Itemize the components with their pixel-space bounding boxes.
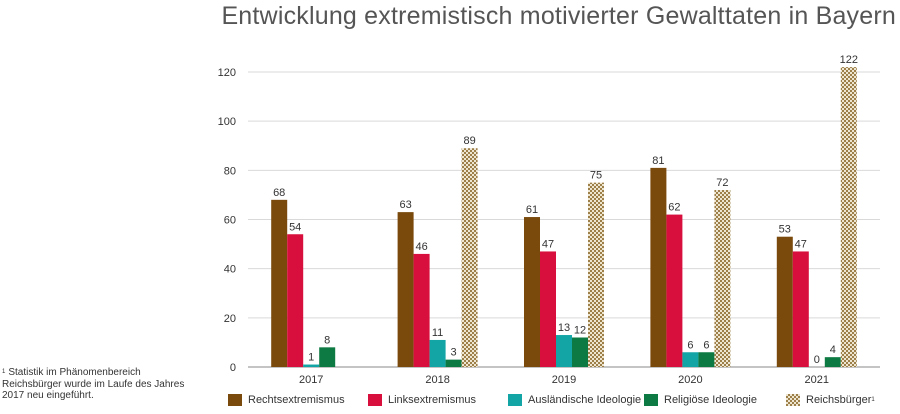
data-label: 81 bbox=[652, 155, 664, 167]
y-tick-label: 40 bbox=[224, 264, 236, 276]
bars bbox=[271, 67, 857, 367]
legend-label: Linksextremismus bbox=[388, 394, 477, 406]
data-label: 1 bbox=[308, 352, 314, 364]
x-tick-label: 2021 bbox=[805, 374, 829, 386]
bar bbox=[271, 199, 288, 367]
y-tick-label: 80 bbox=[224, 165, 236, 177]
legend-label: Ausländische Ideologie bbox=[528, 394, 642, 406]
bar bbox=[319, 347, 336, 367]
bar bbox=[714, 190, 731, 367]
legend-label: Religiöse Ideologie bbox=[664, 394, 757, 406]
data-label: 53 bbox=[779, 224, 791, 236]
bar bbox=[413, 253, 430, 367]
bar bbox=[303, 364, 320, 367]
data-label: 47 bbox=[795, 238, 807, 250]
data-label: 122 bbox=[840, 54, 858, 66]
data-label: 75 bbox=[590, 170, 602, 182]
legend-swatch bbox=[786, 394, 800, 406]
bar bbox=[698, 352, 715, 367]
legend-label: Rechtsextremismus bbox=[248, 394, 345, 406]
data-label: 61 bbox=[526, 204, 538, 216]
bar bbox=[429, 339, 446, 367]
y-tick-label: 60 bbox=[224, 215, 236, 227]
y-tick-label: 100 bbox=[218, 116, 236, 128]
y-tick-label: 120 bbox=[218, 67, 236, 79]
bar bbox=[588, 182, 604, 367]
x-axis-ticks: 2017 2018 2019 2020 2021 bbox=[299, 374, 829, 386]
data-label: 0 bbox=[814, 354, 820, 366]
legend-item: Reichsbürger 1 bbox=[786, 394, 875, 406]
bar bbox=[397, 212, 414, 367]
data-label: 47 bbox=[542, 238, 554, 250]
bar bbox=[572, 337, 588, 367]
data-label: 6 bbox=[687, 339, 693, 351]
bar bbox=[776, 236, 793, 367]
data-label: 13 bbox=[558, 322, 570, 334]
data-label: 63 bbox=[399, 199, 411, 211]
y-tick-label: 20 bbox=[224, 313, 236, 325]
bar bbox=[287, 234, 304, 367]
bar bbox=[540, 251, 556, 367]
legend-swatch bbox=[508, 394, 522, 406]
legend-swatch bbox=[228, 394, 242, 406]
chart-title: Entwicklung extremistisch motivierter Ge… bbox=[221, 2, 896, 30]
legend-swatch bbox=[368, 394, 382, 406]
legend-item: Ausländische Ideologie bbox=[508, 394, 641, 406]
legend-item: Rechtsextremismus bbox=[228, 394, 345, 406]
bar bbox=[682, 352, 699, 367]
footnote-text: Statistik im Phänomenbereich Reichsbürge… bbox=[2, 367, 185, 401]
bar bbox=[650, 167, 667, 367]
data-label: 62 bbox=[668, 202, 680, 214]
legend-swatch bbox=[644, 394, 658, 406]
bar bbox=[461, 148, 478, 367]
y-tick-label: 0 bbox=[230, 362, 236, 374]
data-label: 89 bbox=[463, 135, 475, 147]
legend: Rechtsextremismus Linksextremismus Ausländ… bbox=[228, 394, 900, 410]
bar bbox=[445, 359, 462, 367]
legend-footnote-marker: 1 bbox=[871, 397, 875, 403]
x-tick-label: 2018 bbox=[425, 374, 449, 386]
x-tick-label: 2020 bbox=[678, 374, 702, 386]
data-label: 4 bbox=[830, 344, 836, 356]
data-label: 8 bbox=[324, 334, 330, 346]
data-label: 54 bbox=[289, 221, 301, 233]
bar bbox=[792, 251, 809, 367]
bar bbox=[556, 335, 572, 367]
bar bbox=[824, 357, 841, 367]
bar bbox=[840, 67, 857, 367]
y-axis-ticks: 0 20 40 60 80 100 120 bbox=[218, 67, 236, 374]
data-label: 68 bbox=[273, 187, 285, 199]
data-labels: 68 54 18 63 46 11 3 89 61 47 13 12 75 81 62 6 6 72 53 47 04 1… bbox=[273, 54, 858, 366]
bar bbox=[666, 214, 683, 367]
grid-lines bbox=[248, 71, 880, 368]
legend-item: Religiöse Ideologie bbox=[644, 394, 757, 406]
x-tick-label: 2019 bbox=[552, 374, 576, 386]
data-label: 11 bbox=[432, 327, 443, 339]
legend-item: Linksextremismus bbox=[368, 394, 476, 406]
footnote: 1 Statistik im Phänomenbereich Reichsbürg… bbox=[2, 367, 187, 402]
bar bbox=[524, 217, 540, 367]
data-label: 12 bbox=[574, 325, 586, 337]
data-label: 46 bbox=[415, 241, 427, 253]
data-label: 3 bbox=[451, 347, 457, 359]
x-tick-label: 2017 bbox=[299, 374, 323, 386]
data-label: 72 bbox=[716, 177, 728, 189]
legend-label: Reichsbürger bbox=[806, 394, 872, 406]
data-label: 6 bbox=[703, 339, 709, 351]
footnote-marker: 1 bbox=[2, 369, 6, 375]
